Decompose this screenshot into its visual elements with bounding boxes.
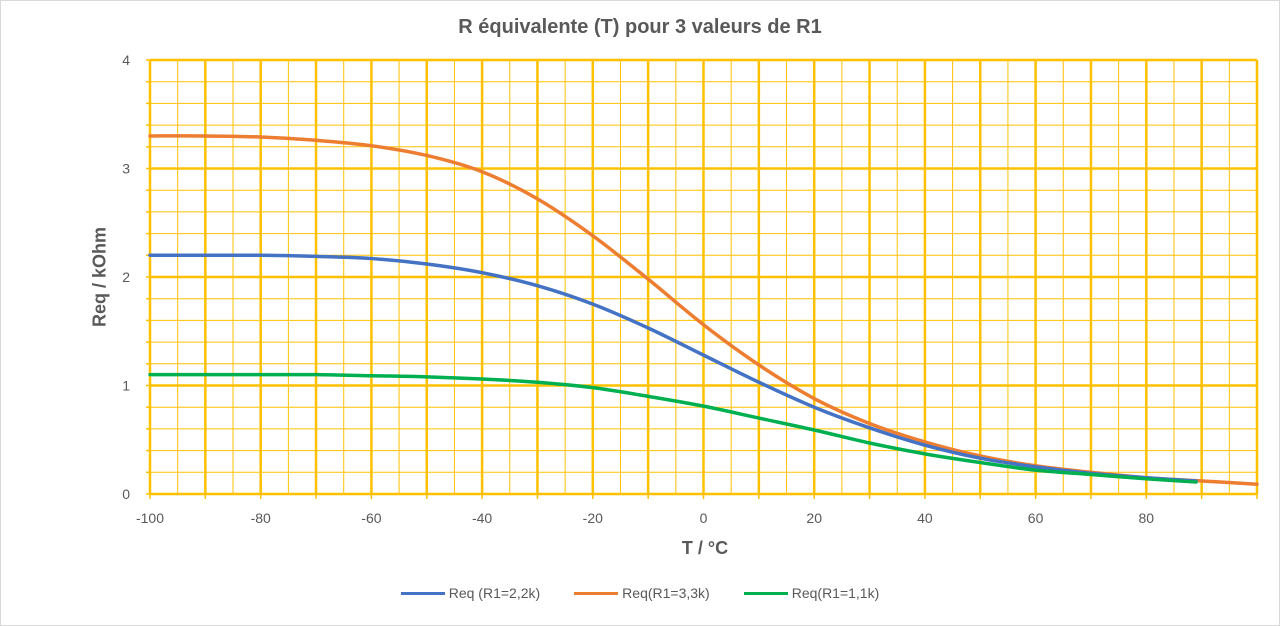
legend-item-req-1-1k: Req(R1=1,1k) [743, 585, 880, 601]
x-tick-label: -20 [583, 510, 603, 526]
tick-labels: -100 -80 -60 -40 -20 0 20 40 60 80 0 1 2 3 4 [122, 52, 1154, 526]
y-axis-label: Req / kOhm [89, 226, 110, 328]
chart-title: R équivalente (T) pour 3 valeurs de R1 [458, 16, 822, 38]
legend-item-req-3-3k: Req(R1=3,3k) [574, 585, 710, 601]
y-tick-label: 3 [122, 161, 130, 177]
x-tick-label: 60 [1028, 510, 1044, 526]
x-axis-label: T / °C [681, 538, 729, 558]
x-tick-label: 40 [917, 510, 933, 526]
legend-label-req-2-2k: Req (R1=2,2k) [448, 585, 541, 601]
series-line-req-1-1k [148, 372, 1198, 484]
x-tick-label: 0 [700, 510, 708, 526]
major-gridlines [150, 58, 1259, 494]
legend-swatch-req-1-1k [743, 591, 788, 595]
x-tick-label: -100 [136, 510, 164, 526]
series-lines [148, 134, 1259, 486]
y-tick-label: 2 [122, 269, 130, 285]
legend: Req (R1=2,2k) Req(R1=3,3k) Req(R1=1,1k) [0, 585, 1280, 601]
legend-label-req-3-3k: Req(R1=3,3k) [622, 585, 710, 601]
axes [146, 59, 1258, 499]
x-tick-label: -60 [361, 510, 381, 526]
x-tick-label: 20 [806, 510, 822, 526]
legend-item-req-2-2k: Req (R1=2,2k) [400, 585, 541, 601]
legend-swatch-req-3-3k [574, 591, 619, 595]
x-tick-label: -80 [251, 510, 271, 526]
y-tick-label: 4 [122, 52, 130, 68]
legend-swatch-req-2-2k [400, 591, 445, 595]
x-tick-label: 80 [1139, 510, 1155, 526]
x-tick-label: -40 [472, 510, 492, 526]
y-tick-label: 0 [122, 486, 130, 502]
y-tick-label: 1 [122, 378, 130, 394]
series-line-req-2-2k [148, 253, 1198, 483]
legend-label-req-1-1k: Req(R1=1,1k) [791, 585, 880, 601]
